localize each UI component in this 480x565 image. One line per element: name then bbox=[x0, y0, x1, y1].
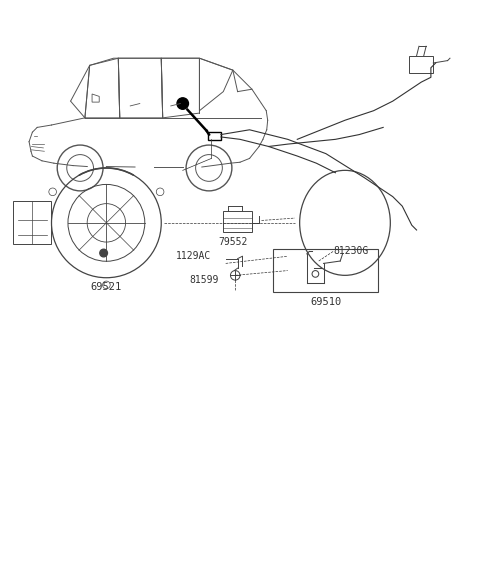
Text: 1129AC: 1129AC bbox=[176, 251, 211, 261]
Text: 69510: 69510 bbox=[310, 297, 342, 307]
Circle shape bbox=[100, 249, 108, 257]
Text: 79552: 79552 bbox=[218, 237, 248, 247]
Text: 69521: 69521 bbox=[91, 282, 122, 292]
Text: 81599: 81599 bbox=[189, 275, 218, 285]
Text: 81230G: 81230G bbox=[333, 246, 368, 257]
Circle shape bbox=[177, 98, 189, 109]
